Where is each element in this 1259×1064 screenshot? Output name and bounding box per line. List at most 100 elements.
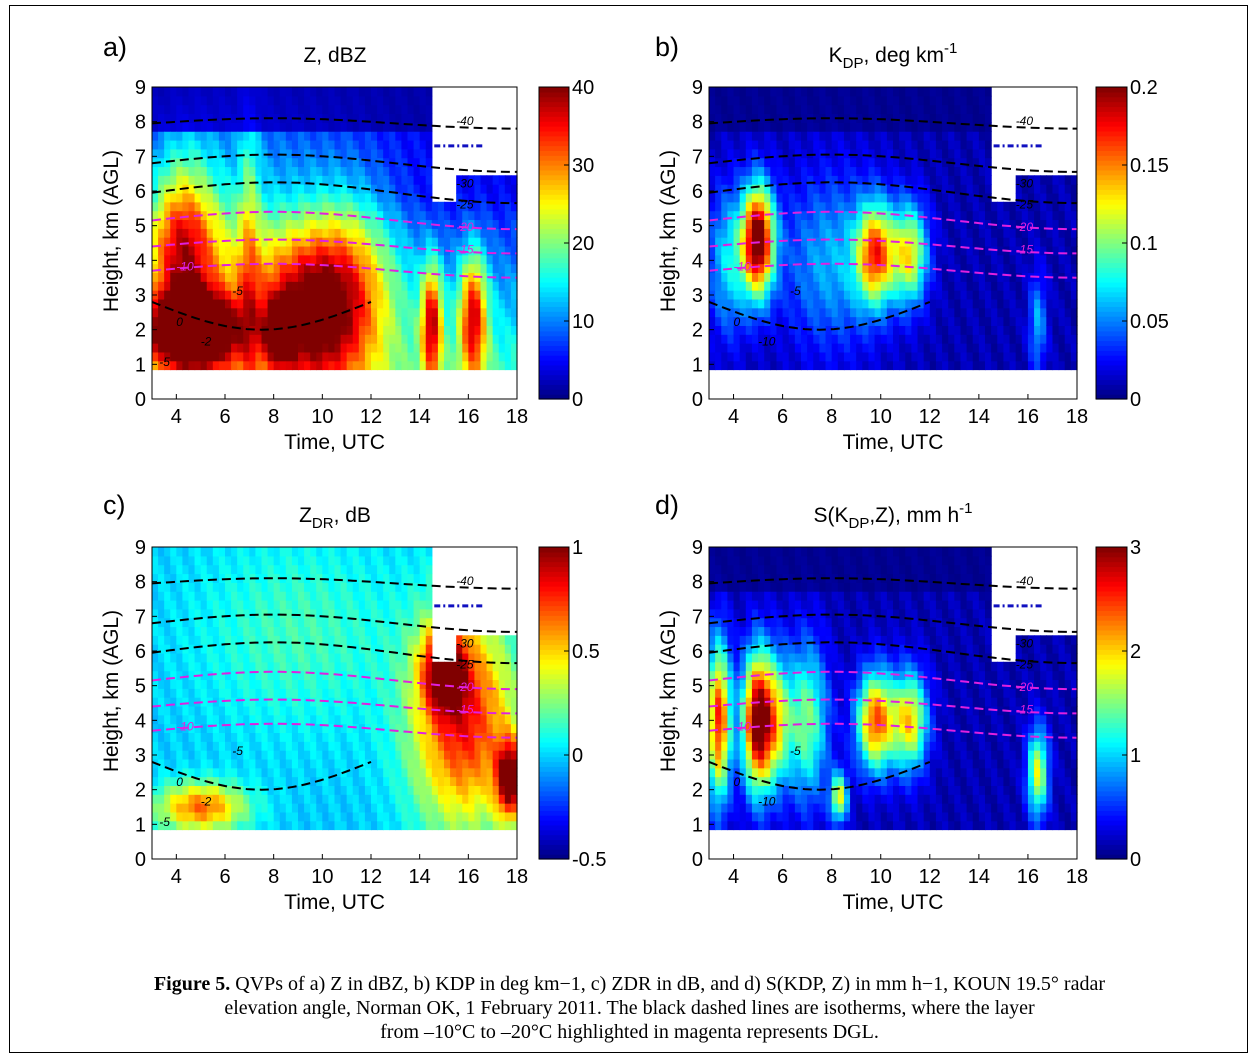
heatmap-cell [322,148,330,159]
heatmap-cell [310,705,317,716]
heatmap-cell [709,166,716,176]
heatmap-cell [279,192,287,203]
colorbar-segment [1096,140,1127,147]
colorbar-segment [539,174,569,181]
heatmap-cell [401,219,409,229]
heatmap-cell [431,325,439,335]
heatmap-cell [334,679,342,689]
heatmap-cell [371,635,378,645]
heatmap-cell [899,192,906,203]
heatmap-cell [794,201,802,212]
heatmap-cell [960,343,968,353]
heatmap-cell [310,272,317,282]
heatmap-cell [304,87,311,97]
heatmap-cell [739,131,747,141]
heatmap-cell [929,166,937,176]
heatmap-cell [1064,334,1072,344]
heatmap-cell [188,157,196,168]
x-tick-label: 14 [409,406,431,428]
heatmap-cell [444,228,451,238]
heatmap-cell [291,263,299,274]
heatmap-cell [310,351,317,362]
heatmap-cell [279,617,287,628]
heatmap-cell [243,617,250,628]
heatmap-cell [316,591,323,601]
heatmap-cell [978,104,986,115]
heatmap-cell [371,139,378,150]
heatmap-cell [893,228,900,238]
heatmap-cell [377,201,384,212]
isotherm-label: -40 [1016,114,1034,128]
heatmap-cell [279,272,287,282]
heatmap-cell [960,219,968,229]
heatmap-cell [200,263,208,274]
heatmap-cell [480,228,488,238]
heatmap-cell [843,237,851,247]
heatmap-cell [176,210,184,221]
heatmap-cell [158,219,165,229]
heatmap-cell [261,166,269,176]
heatmap-cell [868,87,876,97]
heatmap-cell [383,184,390,194]
heatmap-cell [1052,334,1060,344]
heatmap-cell [225,785,232,795]
colorbar-segment [539,267,569,273]
heatmap-cell [401,298,409,309]
heatmap-cell [923,254,931,265]
heatmap-cell [322,626,330,636]
heatmap-cell [231,723,238,734]
heatmap-cell [1003,334,1011,344]
colorbar-segment [1096,233,1127,239]
heatmap-cell [158,192,165,203]
heatmap-cell [905,334,912,344]
heatmap-cell [310,741,317,751]
heatmap-cell [468,351,476,362]
heatmap-cell [758,316,765,326]
heatmap-cell [249,95,257,106]
heatmap-cell [991,272,998,282]
heatmap-cell [794,351,802,362]
heatmap-cell [1009,210,1017,221]
heatmap-cell [231,697,238,707]
heatmap-cell [310,139,317,150]
heatmap-cell [510,210,518,221]
heatmap-cell [255,298,263,309]
heatmap-cell [948,148,955,159]
heatmap-cell [801,254,808,265]
heatmap-cell [194,626,202,636]
heatmap-cell [456,307,463,318]
heatmap-cell [352,776,360,786]
heatmap-cell [170,573,177,583]
heatmap-cell [328,245,336,256]
heatmap-cell [206,803,214,813]
heatmap-cell [972,201,980,212]
heatmap-cell [152,175,159,185]
heatmap-cell [249,582,257,592]
heatmap-cell [1021,192,1029,203]
heatmap-cell [997,343,1004,353]
heatmap-cell [304,617,311,628]
heatmap-cell [285,343,293,353]
heatmap-cell [831,95,839,106]
heatmap-cell [218,608,226,619]
heatmap-cell [194,811,202,822]
heatmap-cell [819,245,827,256]
heatmap-cell [739,210,747,221]
heatmap-cell [929,87,937,97]
heatmap-cell [352,148,360,159]
heatmap-cell [407,95,415,106]
heatmap-cell [328,184,336,194]
colorbar-segment [539,243,569,249]
heatmap-cell [751,298,759,309]
heatmap-cell [899,334,906,344]
heatmap-cell [856,316,863,326]
heatmap-cell [886,131,894,141]
heatmap-cell [176,192,184,203]
heatmap-cell [745,122,753,132]
heatmap-cell [304,272,311,282]
heatmap-cell [1046,228,1054,238]
heatmap-cell [498,351,506,362]
heatmap-cell [486,175,494,185]
heatmap-cell [721,184,728,194]
